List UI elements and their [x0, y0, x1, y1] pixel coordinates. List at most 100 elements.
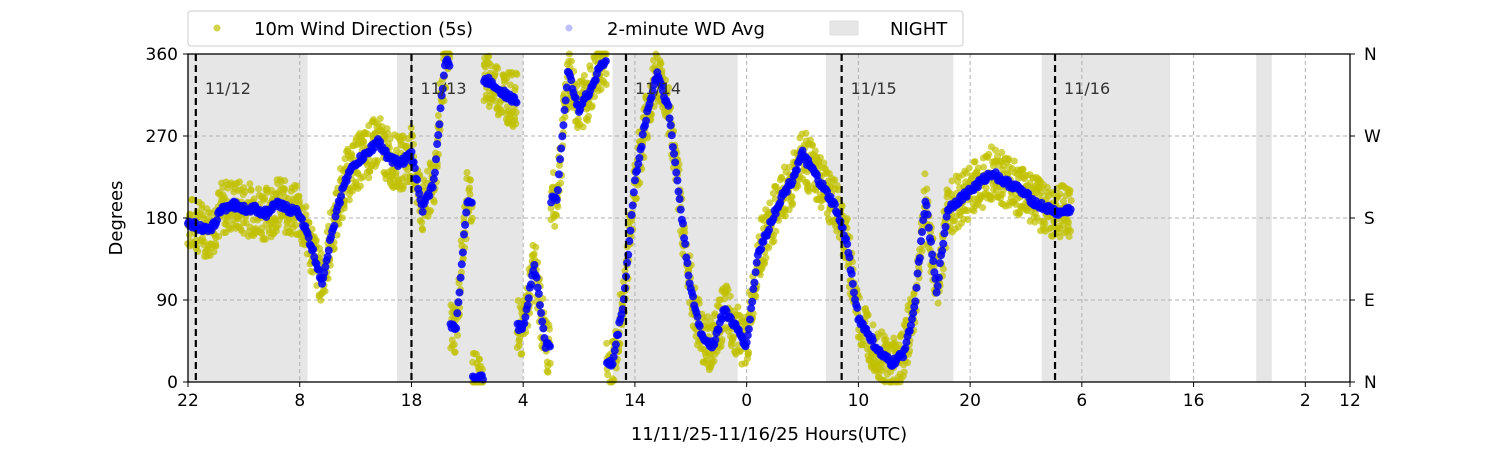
- wd-avg-point: [635, 153, 644, 162]
- wd-avg-point: [561, 96, 570, 105]
- x-tick-label: 8: [294, 391, 305, 411]
- wd-avg-point: [899, 353, 908, 362]
- wd-5s-point: [1065, 218, 1073, 226]
- wd-avg-point: [671, 158, 680, 167]
- wd-5s-point: [1059, 197, 1067, 205]
- wd-avg-point: [695, 322, 704, 331]
- wd-5s-point: [948, 177, 956, 185]
- wd-5s-point: [778, 174, 786, 182]
- wd-avg-point: [609, 352, 618, 361]
- wd-5s-point: [479, 365, 487, 373]
- wd-5s-point: [450, 341, 458, 349]
- wd-5s-point: [317, 296, 325, 304]
- wd-5s-point: [295, 197, 303, 205]
- wd-avg-point: [324, 246, 333, 255]
- wd-avg-point: [454, 298, 463, 307]
- wd-avg-point: [942, 212, 951, 221]
- wd-avg-point: [437, 91, 446, 100]
- wd-avg-point: [676, 205, 685, 214]
- wd-5s-point: [1043, 183, 1051, 191]
- wd-avg-point: [765, 225, 773, 234]
- wd-5s-point: [1041, 219, 1049, 227]
- wd-avg-point: [848, 279, 857, 288]
- wd-5s-point: [597, 85, 605, 93]
- wd-avg-point: [330, 221, 339, 230]
- wd-avg-point: [630, 176, 639, 185]
- wd-5s-point: [518, 350, 526, 358]
- wd-5s-point: [770, 237, 778, 245]
- wd-5s-point: [340, 204, 348, 212]
- wd-avg-point: [924, 223, 933, 232]
- wd-avg-point: [935, 259, 944, 268]
- wd-avg-point: [927, 237, 936, 246]
- wd-avg-point: [658, 86, 667, 95]
- wd-5s-point: [603, 339, 611, 347]
- wd-avg-point: [940, 229, 949, 238]
- wd-5s-point: [869, 321, 877, 329]
- wd-avg-point: [532, 273, 541, 282]
- wd-avg-point: [1066, 205, 1075, 214]
- wd-5s-point: [898, 330, 906, 338]
- wd-avg-point: [629, 188, 638, 197]
- wd-avg-point: [429, 174, 438, 183]
- wd-avg-point: [901, 344, 910, 353]
- x-tick-label: 14: [624, 391, 646, 411]
- wd-5s-point: [808, 141, 816, 149]
- wd-5s-point: [281, 177, 289, 185]
- wd-avg-point: [520, 319, 529, 328]
- wd-avg-point: [634, 160, 643, 169]
- wd-5s-point: [902, 316, 910, 324]
- wd-5s-point: [786, 163, 794, 171]
- wd-5s-point: [765, 244, 773, 252]
- wd-5s-point: [1005, 155, 1013, 163]
- legend-marker-wdavg: [565, 24, 573, 32]
- wd-avg-point: [457, 260, 466, 269]
- x-tick-label: 0: [741, 391, 752, 411]
- wd-avg-point: [666, 121, 675, 130]
- wd-5s-point: [721, 295, 729, 303]
- wd-5s-point: [468, 214, 476, 222]
- wd-avg-point: [438, 84, 447, 93]
- wd-avg-point: [633, 166, 642, 175]
- day-markers: 11/12 11/13 11/14 11/15 11/16: [194, 54, 1110, 382]
- wd-avg-point: [337, 192, 346, 201]
- day-marker-label: 11/14: [635, 79, 681, 98]
- wd-5s-point: [610, 376, 618, 384]
- wd-5s-point: [215, 232, 223, 240]
- legend-box: [187, 10, 964, 47]
- wd-avg-point: [559, 121, 568, 130]
- wd-avg-point: [627, 211, 636, 220]
- x-tick-label: 16: [1183, 391, 1205, 411]
- wd-5s-point: [418, 218, 426, 226]
- wd-5s-point: [561, 113, 569, 121]
- wd-avg-point: [648, 87, 657, 96]
- wd-5s-point: [681, 229, 689, 237]
- wd-avg-point: [934, 273, 943, 282]
- wd-avg-point: [748, 297, 757, 306]
- wd-avg-point: [461, 220, 470, 229]
- wd-avg-point: [571, 94, 580, 103]
- wd-avg-point: [678, 219, 687, 228]
- wd-5s-point: [459, 255, 467, 263]
- wd-5s-point: [812, 186, 820, 194]
- wd-5s-point: [261, 235, 269, 243]
- wd-avg-point: [567, 76, 576, 85]
- wd-5s-point: [530, 250, 538, 258]
- wd-5s-point: [292, 221, 300, 229]
- wd-5s-point: [451, 348, 459, 356]
- wd-5s-point: [246, 180, 254, 188]
- wd-avg-point: [601, 57, 610, 66]
- wd-avg-point: [455, 288, 464, 297]
- wd-5s-point: [365, 174, 373, 182]
- wd-5s-point: [734, 303, 742, 311]
- wd-5s-point: [359, 137, 367, 145]
- wd-5s-point: [1056, 190, 1064, 198]
- wd-avg-point: [521, 313, 530, 322]
- wd-avg-point: [665, 114, 674, 123]
- wd-avg-point: [558, 132, 567, 141]
- y-tick-label: 180: [146, 209, 178, 229]
- wd-avg-point: [530, 260, 539, 269]
- wd-avg-point: [557, 144, 566, 153]
- wd-5s-point: [710, 357, 718, 365]
